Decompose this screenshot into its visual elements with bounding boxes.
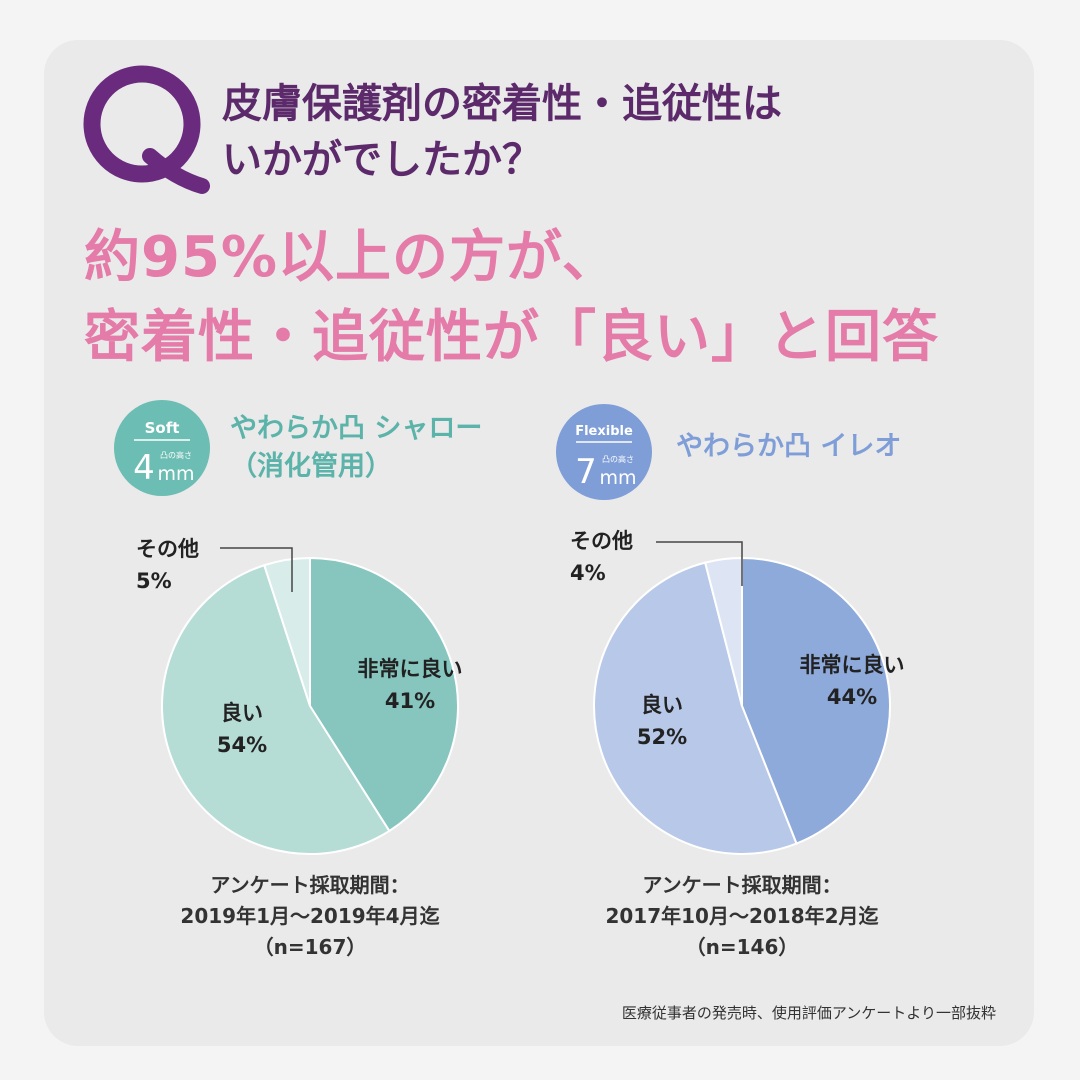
headline-line-1: 約95%以上の方が、 [84, 225, 619, 290]
flexible-product-name-line-1: やわらか凸 イレオ [676, 431, 902, 462]
flexible-period-label: アンケート採取期間： [642, 873, 842, 897]
soft-period-range: 2019年1月～2019年4月迄 [180, 904, 440, 928]
flexible-label-very-good: 非常に良い [800, 653, 905, 677]
flexible-slice-very-good [741, 556, 891, 845]
flexible-slice-good [593, 561, 798, 855]
soft-survey-period: アンケート採取期間： 2019年1月～2019年4月迄 （n=167） [160, 870, 460, 963]
flexible-value-very-good: 44% [827, 685, 877, 709]
q-mark-icon [83, 65, 210, 194]
flexible-badge-number: 7 [575, 452, 597, 492]
soft-badge-number: 4 [133, 448, 155, 488]
flexible-label-other: その他 [570, 529, 633, 553]
soft-label-other: その他 [136, 537, 199, 561]
soft-badge-type: Soft [145, 419, 180, 437]
flexible-other-leader-line [656, 541, 743, 586]
soft-product-name-line-1: やわらか凸 シャロー [230, 413, 483, 444]
soft-slice-other [263, 556, 311, 707]
question-line-2: いかがでしたか？ [222, 137, 542, 183]
flexible-pie-chart: 非常に良い 44% 良い 52% その他 4% [570, 529, 905, 855]
headline: 約95%以上の方が、 密着性・追従性が「良い」と回答 [84, 218, 939, 378]
soft-value-very-good: 41% [385, 689, 435, 713]
question-text: 皮膚保護剤の密着性・追従性は いかがでしたか？ [222, 76, 782, 188]
survey-card [44, 40, 1034, 1046]
soft-badge-small: 凸の高さ [160, 450, 192, 460]
soft-other-leader-line [220, 547, 293, 592]
flexible-survey-period: アンケート採取期間： 2017年10月～2018年2月迄 （n=146） [592, 870, 892, 963]
source-note: 医療従事者の発売時、使用評価アンケートより一部抜粋 [621, 1004, 996, 1022]
soft-label-very-good: 非常に良い [358, 657, 463, 681]
question-line-1: 皮膚保護剤の密着性・追従性は [222, 81, 782, 127]
flexible-period-range: 2017年10月～2018年2月迄 [605, 904, 879, 928]
flexible-badge-small: 凸の高さ [602, 454, 634, 464]
soft-badge-unit: mm [157, 463, 194, 485]
soft-slice-good [161, 563, 391, 855]
flexible-value-good: 52% [637, 725, 687, 749]
flexible-product-name: やわらか凸 イレオ [676, 428, 901, 466]
flexible-label-good: 良い [641, 693, 683, 717]
flexible-badge-unit: mm [599, 467, 636, 489]
soft-badge: Soft 4 凸の高さ mm [114, 400, 210, 496]
soft-period-label: アンケート採取期間： [210, 873, 410, 897]
soft-value-good: 54% [217, 733, 267, 757]
headline-line-2: 密着性・追従性が「良い」と回答 [84, 305, 939, 370]
soft-pie-chart: 非常に良い 41% 良い 54% その他 5% [136, 537, 463, 855]
soft-value-other: 5% [136, 569, 172, 593]
flexible-badge-type: Flexible [575, 424, 633, 439]
flexible-period-n: （n=146） [685, 935, 799, 959]
soft-product-name: やわらか凸 シャロー （消化管用） [230, 410, 482, 486]
soft-product-name-line-2: （消化管用） [230, 451, 392, 482]
flexible-value-other: 4% [570, 561, 606, 585]
flexible-badge: Flexible 7 凸の高さ mm [556, 404, 652, 500]
soft-period-n: （n=167） [253, 935, 367, 959]
soft-label-good: 良い [221, 701, 263, 725]
